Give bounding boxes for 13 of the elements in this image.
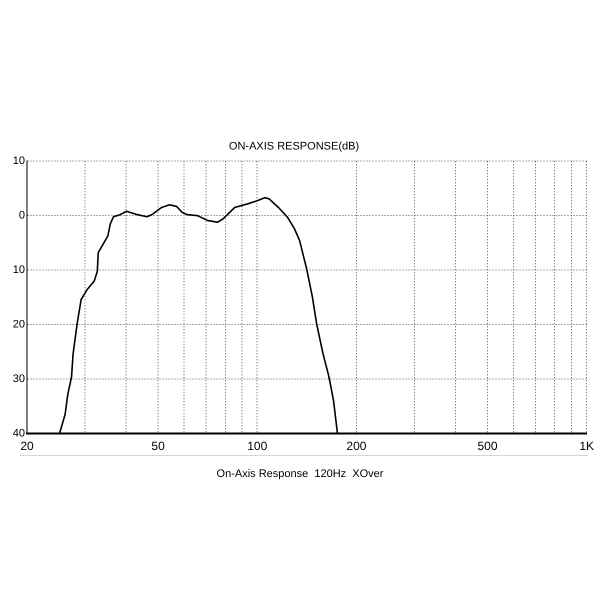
y-tick-label: 10 xyxy=(12,264,25,276)
x-tick-label: 50 xyxy=(151,439,166,454)
x-tick-label: 1K xyxy=(579,439,594,454)
y-tick-label: 20 xyxy=(12,318,25,331)
y-tick-label: 10 xyxy=(12,155,25,168)
x-tick-label: 200 xyxy=(346,439,367,454)
y-tick-label: 40 xyxy=(12,428,25,440)
x-tick-label: 100 xyxy=(247,439,268,454)
x-tick-label: 500 xyxy=(477,439,498,454)
text: On-Axis Response 120Hz XOver xyxy=(216,468,384,480)
y-tick-label: 30 xyxy=(12,373,25,386)
y-tick-label: 0 xyxy=(18,210,25,222)
chart-title: ON-AXIS RESPONSE(dB) xyxy=(228,140,360,153)
